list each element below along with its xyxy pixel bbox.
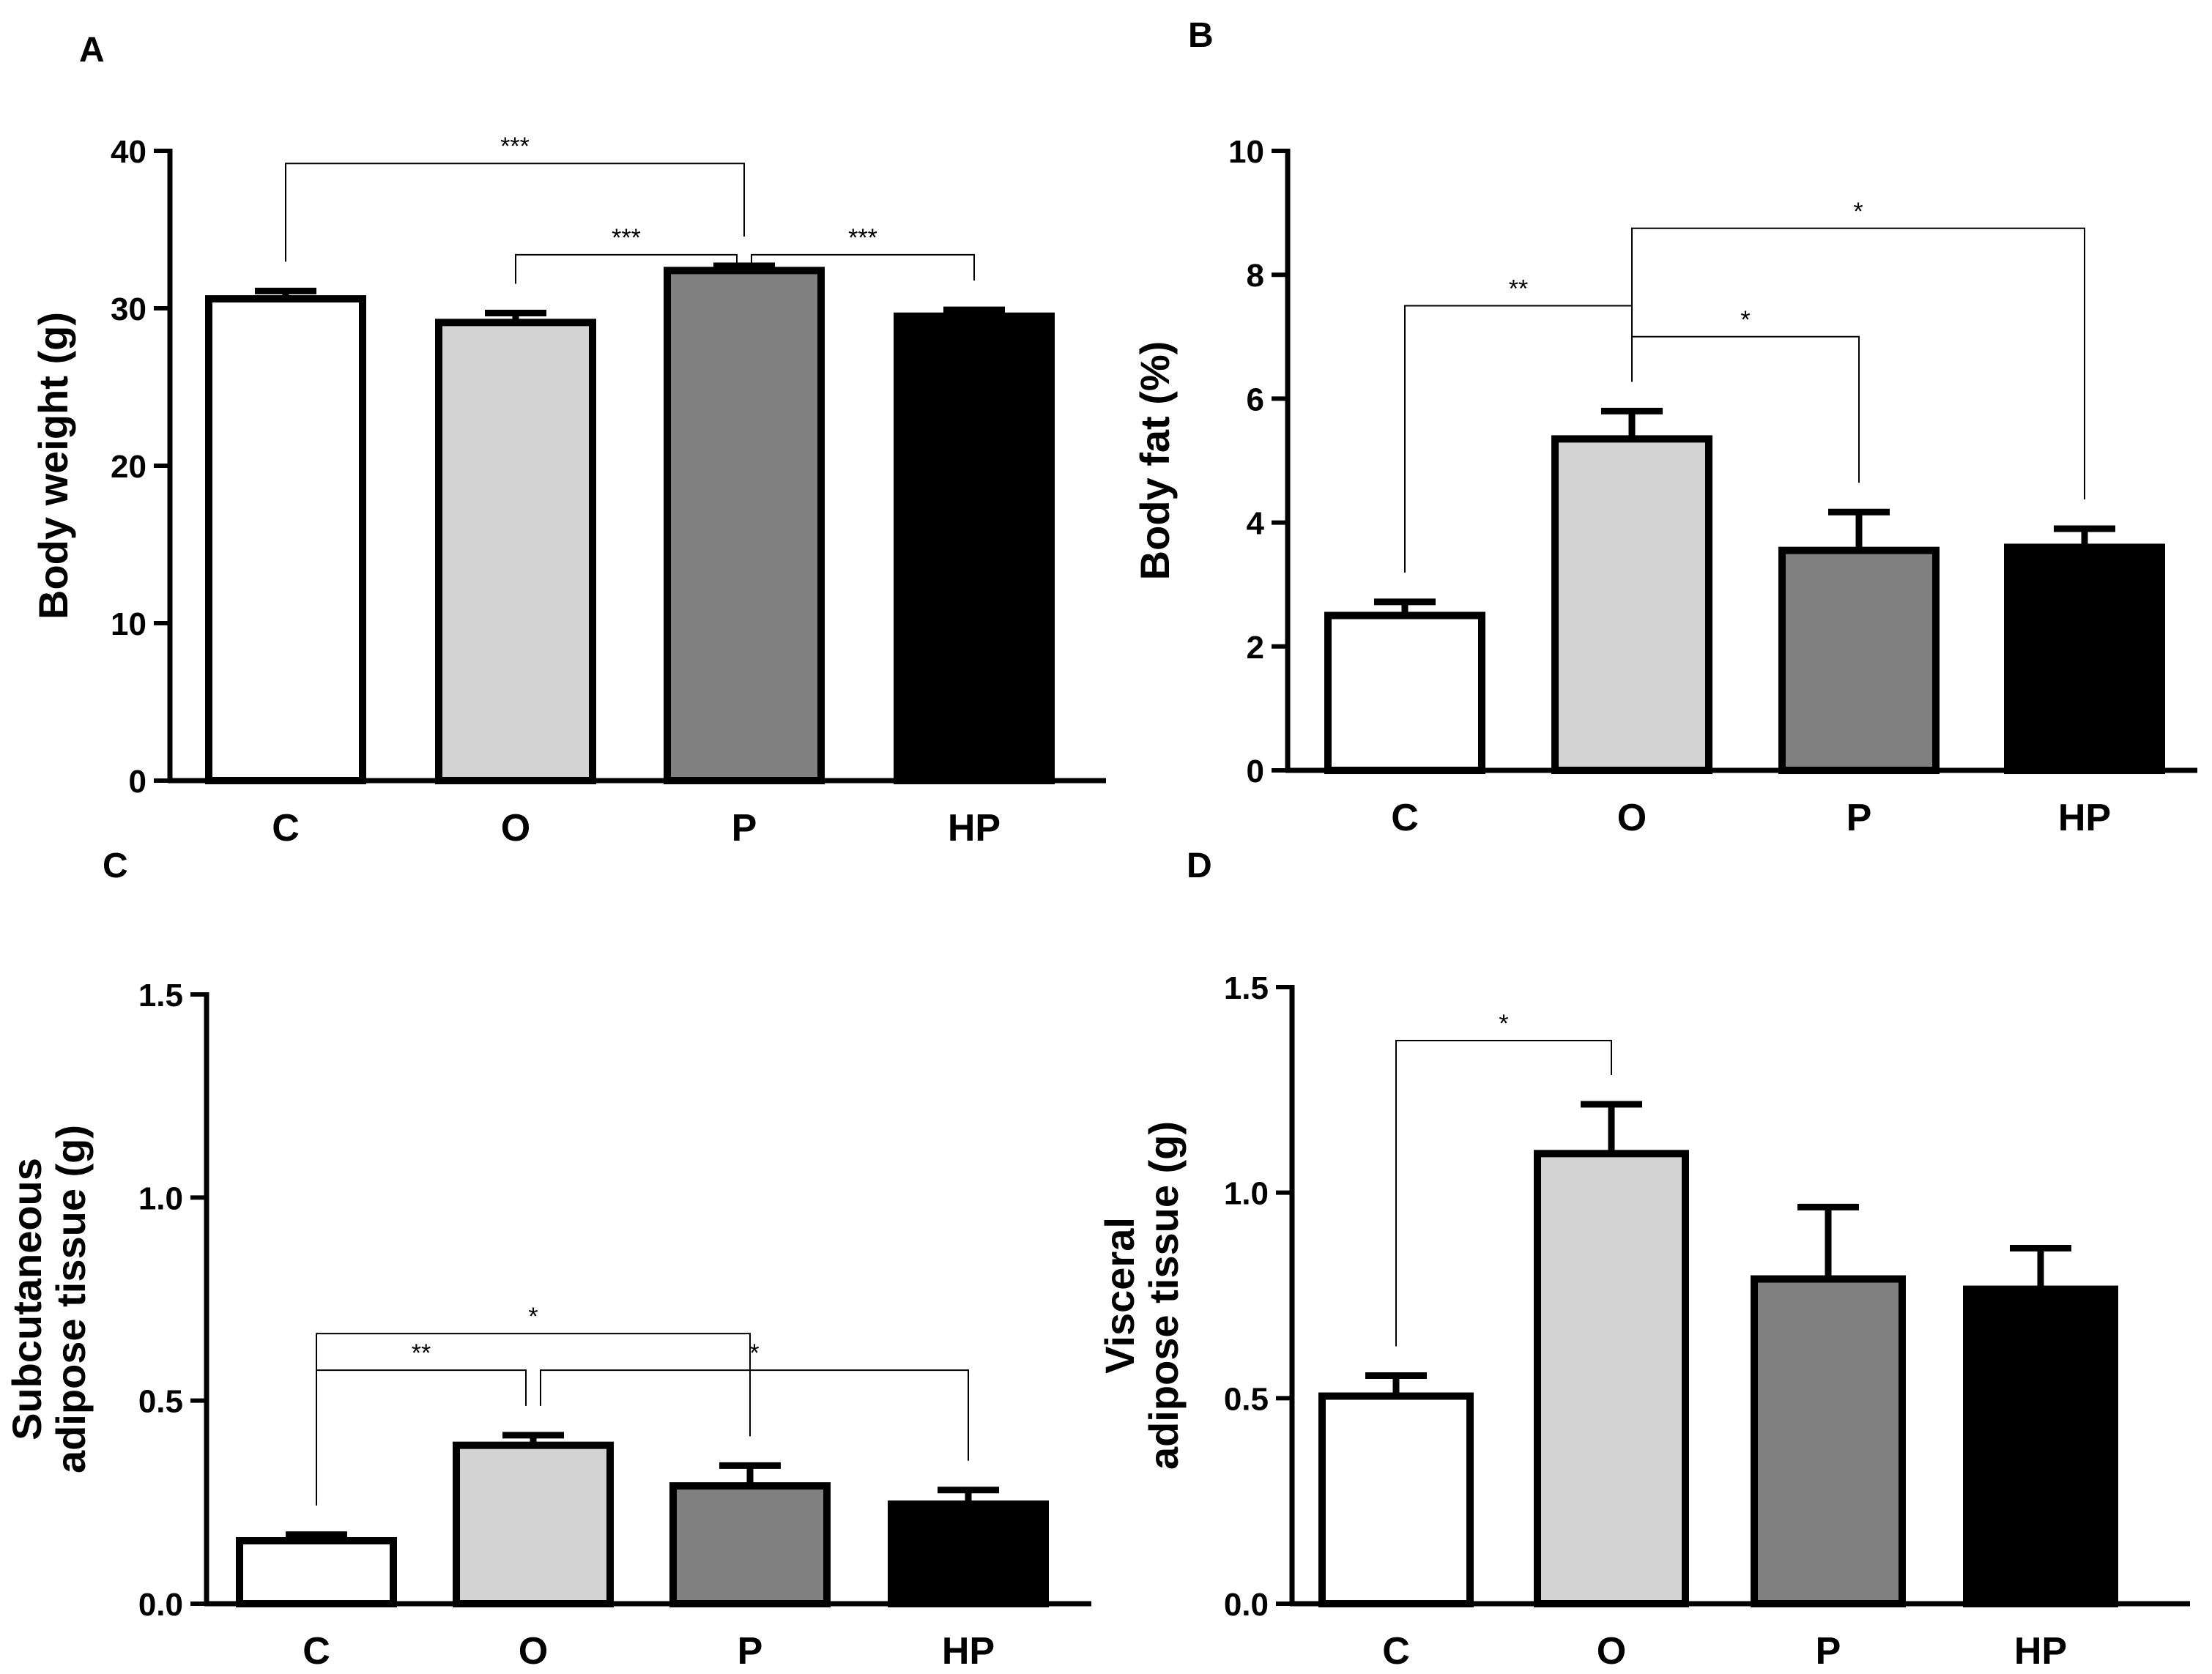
significance-label: *: [1499, 1010, 1508, 1038]
significance-bracket: [1395, 1039, 1612, 1347]
y-tick-label: 0: [129, 764, 146, 800]
panel-letter: B: [1188, 16, 1214, 55]
panel-letter: A: [79, 31, 105, 70]
x-tick-label: O: [501, 807, 530, 849]
panel-a: A 0 10 20 30 40 C O P HP Body weight (g) *** *** ***: [30, 31, 1106, 849]
significance-label: ***: [500, 133, 530, 160]
y-tick-label: 4: [1247, 506, 1265, 542]
bar-p: [669, 1482, 831, 1607]
significance-bracket: [1631, 227, 2085, 500]
y-tick-label: 30: [111, 291, 146, 327]
panel-letter: C: [103, 847, 128, 885]
significance-label: *: [1740, 306, 1750, 334]
y-tick-label: 40: [111, 134, 146, 170]
x-tick-label: HP: [942, 1630, 995, 1673]
x-tick-label: O: [519, 1630, 548, 1673]
x-tick-label: P: [738, 1630, 763, 1673]
y-tick-label: 1.0: [1224, 1176, 1269, 1212]
x-tick-label: P: [1816, 1630, 1841, 1673]
significance-bracket: [751, 253, 975, 281]
bar-o: [1551, 435, 1712, 774]
y-tick-label: 0.5: [138, 1384, 183, 1420]
bar-c: [236, 1537, 397, 1607]
y-tick-label: 6: [1247, 382, 1264, 417]
bar-o: [453, 1441, 614, 1608]
x-tick-label: O: [1597, 1630, 1626, 1673]
significance-bracket: [316, 1369, 527, 1506]
x-tick-label: O: [1617, 797, 1647, 839]
y-axis-title: Subcutaneous: [4, 1158, 50, 1440]
bar-p: [1778, 546, 1940, 774]
y-tick-label: 8: [1247, 258, 1264, 294]
y-axis-title: adipose tissue (g): [48, 1125, 94, 1473]
significance-bracket: [515, 253, 738, 284]
y-tick-label: 0.0: [138, 1587, 183, 1623]
y-tick-label: 0.0: [1224, 1587, 1269, 1623]
bar-o: [1534, 1150, 1689, 1607]
x-tick-label: HP: [2014, 1630, 2067, 1673]
significance-label: ***: [612, 224, 641, 252]
y-tick-label: 0: [1247, 754, 1264, 789]
significance-bracket: [540, 1369, 969, 1461]
y-tick-label: 1.0: [138, 1180, 183, 1216]
y-tick-label: 1.5: [138, 978, 183, 1013]
y-tick-label: 1.5: [1224, 970, 1269, 1006]
significance-label: **: [1509, 275, 1528, 303]
bar-c: [205, 295, 366, 785]
significance-label: *: [749, 1339, 759, 1367]
y-tick-label: 20: [111, 449, 146, 485]
y-tick-label: 10: [1228, 134, 1264, 170]
y-tick-label: 0.5: [1224, 1381, 1269, 1417]
x-tick-label: C: [1391, 797, 1419, 839]
y-tick-label: 10: [111, 606, 146, 642]
bar-o: [435, 319, 596, 785]
x-tick-label: HP: [2058, 797, 2111, 839]
panel-letter: D: [1187, 847, 1212, 885]
significance-label: *: [528, 1303, 538, 1331]
bar-c: [1324, 611, 1485, 774]
y-axis-title: Body weight (g): [30, 312, 76, 620]
bar-hp: [1963, 1285, 2118, 1607]
bar-hp: [2004, 543, 2165, 774]
bar-hp: [888, 1500, 1049, 1608]
significance-label: ***: [848, 224, 877, 252]
significance-label: *: [1853, 198, 1863, 226]
bar-c: [1318, 1392, 1474, 1607]
x-tick-label: HP: [948, 807, 1001, 849]
x-tick-label: C: [272, 807, 300, 849]
x-tick-label: C: [303, 1630, 330, 1673]
bar-hp: [894, 312, 1055, 784]
significance-bracket: [285, 163, 745, 262]
y-axis-title: Visceral: [1096, 1217, 1143, 1374]
bar-p: [664, 267, 825, 784]
y-tick-label: 2: [1247, 630, 1264, 666]
bar-p: [1751, 1275, 1906, 1607]
y-axis-title: adipose tissue (g): [1140, 1121, 1187, 1470]
x-tick-label: P: [1847, 797, 1872, 839]
x-tick-label: P: [732, 807, 757, 849]
significance-label: **: [412, 1339, 431, 1367]
x-tick-label: C: [1382, 1630, 1410, 1673]
y-axis-title: Body fat (%): [1132, 341, 1178, 581]
